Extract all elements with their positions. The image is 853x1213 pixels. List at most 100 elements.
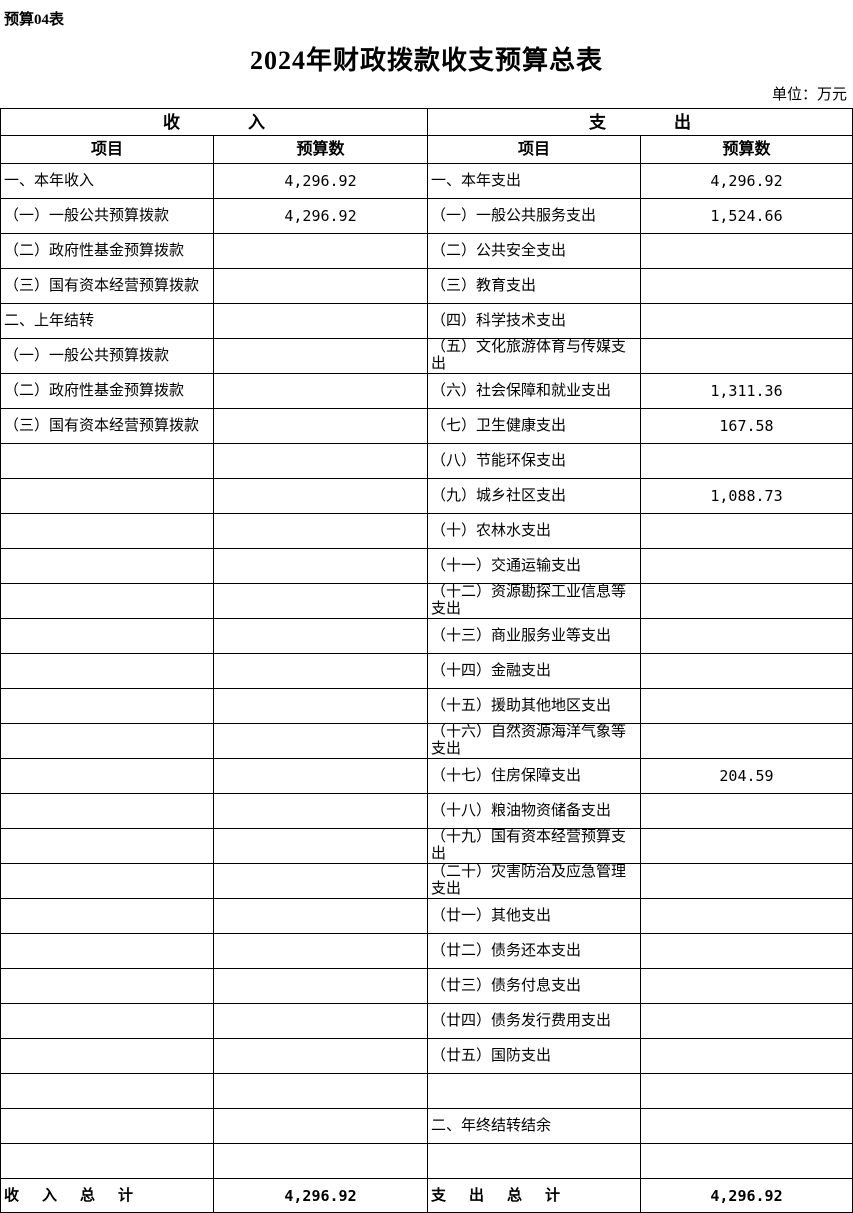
revenue-value-cell [214, 444, 428, 479]
revenue-value-cell [214, 899, 428, 934]
expense-value-cell [641, 899, 852, 934]
revenue-value-cell [214, 409, 428, 444]
revenue-item-cell [1, 689, 214, 724]
expense-value-cell [641, 1144, 852, 1179]
expense-value-cell [641, 584, 852, 619]
revenue-item-cell: （三）国有资本经营预算拨款 [1, 409, 214, 444]
revenue-item-cell [1, 724, 214, 759]
expense-value-cell: 1,088.73 [641, 479, 852, 514]
expense-value-cell [641, 724, 852, 759]
revenue-value-cell [214, 1109, 428, 1144]
expense-value-cell: 4,296.92 [641, 164, 852, 199]
expense-value-cell: 1,311.36 [641, 374, 852, 409]
expense-value-cell [641, 269, 852, 304]
revenue-item-cell [1, 759, 214, 794]
expense-value-cell [641, 794, 852, 829]
revenue-section-header: 收 入 [1, 109, 428, 136]
revenue-value-cell [214, 864, 428, 899]
expense-item-cell: （三）教育支出 [428, 269, 641, 304]
expense-item-cell [428, 1144, 641, 1179]
expense-value-cell [641, 969, 852, 1004]
expense-value-cell [641, 1109, 852, 1144]
revenue-item-cell [1, 1109, 214, 1144]
expense-item-cell: （一）一般公共服务支出 [428, 199, 641, 234]
revenue-item-cell [1, 654, 214, 689]
revenue-value-cell [214, 829, 428, 864]
revenue-value-cell [214, 1074, 428, 1109]
revenue-item-cell [1, 1039, 214, 1074]
expense-item-cell: （十）农林水支出 [428, 514, 641, 549]
expense-item-cell [428, 1074, 641, 1109]
expense-value-cell [641, 514, 852, 549]
expense-item-cell: （十七）住房保障支出 [428, 759, 641, 794]
revenue-value-cell: 4,296.92 [214, 199, 428, 234]
revenue-item-cell [1, 829, 214, 864]
expense-item-cell: 二、年终结转结余 [428, 1109, 641, 1144]
revenue-item-cell [1, 794, 214, 829]
revenue-item-cell: （二）政府性基金预算拨款 [1, 374, 214, 409]
revenue-item-cell [1, 899, 214, 934]
expense-value-cell [641, 619, 852, 654]
revenue-value-cell [214, 269, 428, 304]
budget-table: 收 入 支 出 项目 预算数 项目 预算数 一、本年收入 4,296.92 一、本年… [0, 108, 853, 1213]
revenue-total-label: 收 入 总 计 [1, 1179, 214, 1213]
expense-item-cell: （四）科学技术支出 [428, 304, 641, 339]
expense-value-cell [641, 234, 852, 269]
expense-value-cell: 1,524.66 [641, 199, 852, 234]
revenue-value-cell [214, 304, 428, 339]
revenue-value-cell [214, 654, 428, 689]
expense-value-cell [641, 934, 852, 969]
revenue-item-cell [1, 619, 214, 654]
expense-item-cell: （廿三）债务付息支出 [428, 969, 641, 1004]
expense-value-cell [641, 1074, 852, 1109]
expense-item-cell: （十五）援助其他地区支出 [428, 689, 641, 724]
revenue-value-cell [214, 514, 428, 549]
expense-value-cell [641, 304, 852, 339]
expense-value-cell [641, 1004, 852, 1039]
expense-value-cell [641, 654, 852, 689]
expense-item-cell: （七）卫生健康支出 [428, 409, 641, 444]
expense-value-cell [641, 444, 852, 479]
expense-item-cell: （十二）资源勘探工业信息等支出 [428, 584, 641, 619]
revenue-value-cell [214, 1144, 428, 1179]
expense-total-label: 支 出 总 计 [428, 1179, 641, 1213]
revenue-item-cell: （二）政府性基金预算拨款 [1, 234, 214, 269]
revenue-value-cell [214, 339, 428, 374]
expense-budget-column-header: 预算数 [641, 136, 852, 164]
expense-item-cell: （十六）自然资源海洋气象等支出 [428, 724, 641, 759]
expense-item-cell: （廿一）其他支出 [428, 899, 641, 934]
expense-item-cell: （二）公共安全支出 [428, 234, 641, 269]
revenue-item-cell: （一）一般公共预算拨款 [1, 199, 214, 234]
expense-item-cell: （二十）灾害防治及应急管理支出 [428, 864, 641, 899]
expense-value-cell: 204.59 [641, 759, 852, 794]
expense-item-cell: 一、本年支出 [428, 164, 641, 199]
revenue-value-cell [214, 759, 428, 794]
revenue-item-cell: 二、上年结转 [1, 304, 214, 339]
expense-item-cell: （八）节能环保支出 [428, 444, 641, 479]
revenue-value-cell [214, 549, 428, 584]
expense-item-cell: （廿五）国防支出 [428, 1039, 641, 1074]
revenue-value-cell [214, 969, 428, 1004]
revenue-item-cell: 一、本年收入 [1, 164, 214, 199]
expense-value-cell [641, 864, 852, 899]
revenue-value-cell [214, 689, 428, 724]
expense-item-cell: （廿四）债务发行费用支出 [428, 1004, 641, 1039]
revenue-item-cell [1, 549, 214, 584]
expense-item-cell: （十一）交通运输支出 [428, 549, 641, 584]
revenue-value-cell [214, 1039, 428, 1074]
revenue-value-cell [214, 479, 428, 514]
expense-value-cell [641, 339, 852, 374]
expense-value-cell [641, 689, 852, 724]
expenditure-section-header: 支 出 [428, 109, 852, 136]
expense-item-cell: （五）文化旅游体育与传媒支出 [428, 339, 641, 374]
expense-item-cell: （十八）粮油物资储备支出 [428, 794, 641, 829]
revenue-item-column-header: 项目 [1, 136, 214, 164]
revenue-item-cell [1, 1004, 214, 1039]
revenue-item-cell [1, 514, 214, 549]
unit-label: 单位：万元 [771, 87, 847, 103]
revenue-item-cell [1, 479, 214, 514]
revenue-value-cell [214, 234, 428, 269]
expense-item-cell: （廿二）债务还本支出 [428, 934, 641, 969]
revenue-item-cell [1, 934, 214, 969]
